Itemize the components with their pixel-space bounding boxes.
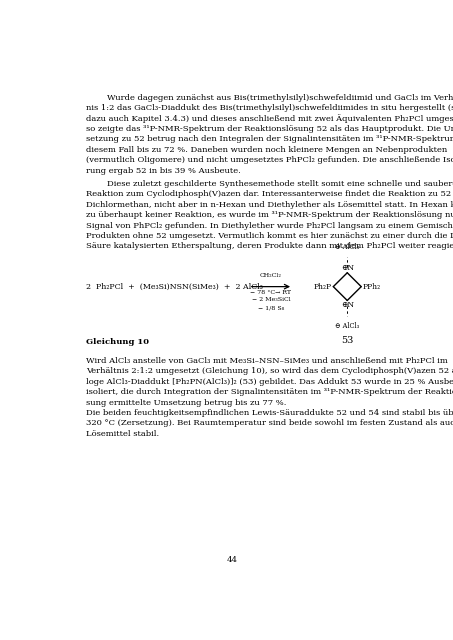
Text: Dichlormethan, nicht aber in n-Hexan und Diethylether als Lösemittel statt. In H: Dichlormethan, nicht aber in n-Hexan und…: [86, 201, 453, 209]
Text: − 78 °C→ RT: − 78 °C→ RT: [251, 290, 291, 294]
Text: Diese zuletzt geschilderte Synthesemethode stellt somit eine schnelle und sauber: Diese zuletzt geschilderte Synthesemetho…: [86, 180, 453, 188]
Text: Verhältnis 2:1:2 umgesetzt (Gleichung 10), so wird das dem Cyclodiphosph(V)azen : Verhältnis 2:1:2 umgesetzt (Gleichung 10…: [86, 367, 453, 375]
Text: nis 1:2 das GaCl₃-Diaddukt des Bis(trimethylsilyl)schwefeldiimides in situ herge: nis 1:2 das GaCl₃-Diaddukt des Bis(trime…: [86, 104, 453, 112]
Text: loge AlCl₃-Diaddukt [Ph₂PN(AlCl₃)]₂ (53) gebildet. Das Addukt 53 wurde in 25 % A: loge AlCl₃-Diaddukt [Ph₂PN(AlCl₃)]₂ (53)…: [86, 378, 453, 386]
Text: Die beiden feuchtigkeitsempfindlichen Lewis-Säuraddukte 52 und 54 sind stabil bi: Die beiden feuchtigkeitsempfindlichen Le…: [86, 409, 453, 417]
Text: − 2 Me₃SiCl: − 2 Me₃SiCl: [251, 298, 290, 303]
Text: Lösemittel stabil.: Lösemittel stabil.: [86, 429, 159, 438]
Text: Wird AlCl₃ anstelle von GaCl₃ mit Me₃Si–NSN–SiMe₃ und anschließend mit Ph₂PCl im: Wird AlCl₃ anstelle von GaCl₃ mit Me₃Si–…: [86, 357, 448, 365]
Text: setzung zu 52 betrug nach den Integralen der Signalintensitäten im ³¹P-NMR-Spekt: setzung zu 52 betrug nach den Integralen…: [86, 135, 453, 143]
Text: ⊖ AlCl₃: ⊖ AlCl₃: [335, 243, 359, 252]
Text: diesem Fall bis zu 72 %. Daneben wurden noch kleinere Mengen an Nebenprodukten: diesem Fall bis zu 72 %. Daneben wurden …: [86, 146, 447, 154]
Text: Ph₂P: Ph₂P: [313, 283, 332, 291]
Text: PPh₂: PPh₂: [363, 283, 381, 291]
Text: rung ergab 52 in bis 39 % Ausbeute.: rung ergab 52 in bis 39 % Ausbeute.: [86, 166, 241, 175]
Text: − 1/8 S₈: − 1/8 S₈: [258, 305, 284, 310]
Text: ⊕N: ⊕N: [341, 264, 354, 272]
Text: 53: 53: [341, 336, 353, 345]
Text: 44: 44: [226, 556, 237, 564]
Text: so zeigte das ³¹P-NMR-Spektrum der Reaktionslösung 52 als das Hauptprodukt. Die : so zeigte das ³¹P-NMR-Spektrum der Reakt…: [86, 125, 453, 133]
Text: 2  Ph₂PCl  +  (Me₃Si)NSN(SiMe₃)  +  2 AlCl₃: 2 Ph₂PCl + (Me₃Si)NSN(SiMe₃) + 2 AlCl₃: [86, 283, 263, 291]
Text: Reaktion zum Cyclodiphosph(V)azen dar. Interessanterweise findet die Reaktion zu: Reaktion zum Cyclodiphosph(V)azen dar. I…: [86, 190, 453, 198]
Text: dazu auch Kapitel 3.4.3) und dieses anschließend mit zwei Äquivalenten Ph₂PCl um: dazu auch Kapitel 3.4.3) und dieses ansc…: [86, 115, 453, 124]
Text: zu überhaupt keiner Reaktion, es wurde im ³¹P-NMR-Spektrum der Reaktionslösung n: zu überhaupt keiner Reaktion, es wurde i…: [86, 211, 453, 219]
Text: ⊖ AlCl₃: ⊖ AlCl₃: [335, 322, 359, 330]
Text: Produkten ohne 52 umgesetzt. Vermutlich kommt es hier zunächst zu einer durch di: Produkten ohne 52 umgesetzt. Vermutlich …: [86, 232, 453, 240]
Text: CH₂Cl₂: CH₂Cl₂: [260, 273, 282, 278]
Text: Wurde dagegen zunächst aus Bis(trimethylsilyl)schwefeldiimid und GaCl₃ im Verhäl: Wurde dagegen zunächst aus Bis(trimethyl…: [86, 93, 453, 102]
Text: (vermutlich Oligomere) und nicht umgesetztes PhPCl₂ gefunden. Die anschließende : (vermutlich Oligomere) und nicht umgeset…: [86, 156, 453, 164]
Text: 320 °C (Zersetzung). Bei Raumtemperatur sind beide sowohl im festen Zustand als : 320 °C (Zersetzung). Bei Raumtemperatur …: [86, 419, 453, 428]
Text: Säure katalysierten Etherspaltung, deren Produkte dann mit dem Ph₂PCl weiter rea: Säure katalysierten Etherspaltung, deren…: [86, 243, 453, 250]
Text: isoliert, die durch Integration der Signalintensitäten im ³¹P-NMR-Spektrum der R: isoliert, die durch Integration der Sign…: [86, 388, 453, 396]
Text: sung ermittelte Umsetzung betrug bis zu 77 %.: sung ermittelte Umsetzung betrug bis zu …: [86, 399, 286, 406]
Text: Signal von PhPCl₂ gefunden. In Diethylether wurde Ph₂PCl langsam zu einem Gemisc: Signal von PhPCl₂ gefunden. In Diethylet…: [86, 221, 453, 230]
Text: ⊕N: ⊕N: [341, 301, 354, 309]
Text: Gleichung 10: Gleichung 10: [86, 338, 149, 346]
